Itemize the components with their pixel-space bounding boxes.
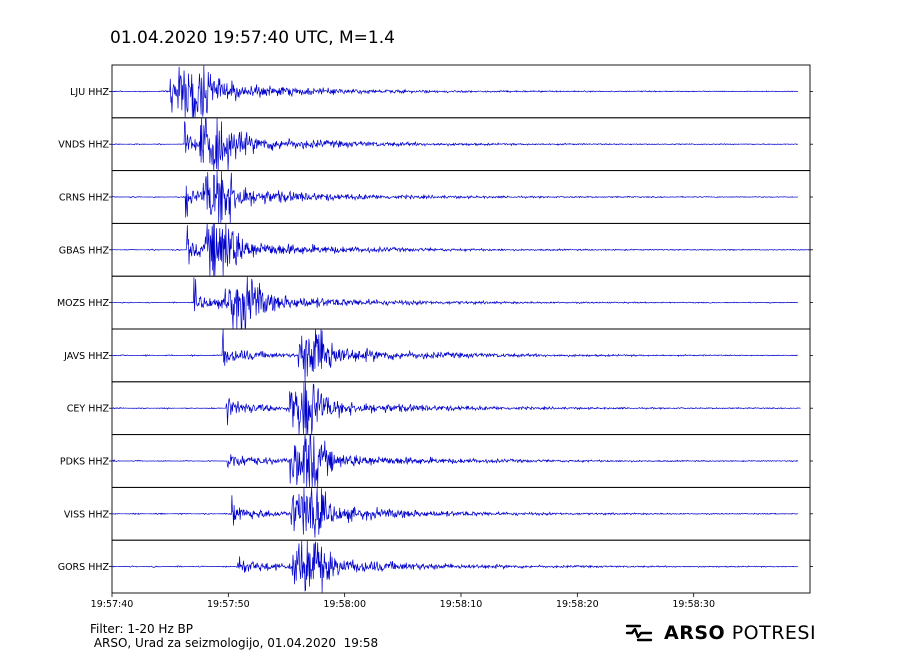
waveform-trace — [111, 540, 798, 593]
waveform-trace — [111, 329, 798, 382]
x-tick-label: 19:57:50 — [207, 599, 250, 610]
x-tick-label: 19:58:30 — [672, 599, 715, 610]
station-label: MOZS HHZ — [57, 298, 110, 309]
station-label: GBAS HHZ — [59, 245, 110, 256]
station-label: VISS HHZ — [64, 509, 110, 520]
waveform-trace — [111, 223, 810, 276]
waveform-trace — [111, 382, 801, 435]
waveform-trace — [111, 171, 798, 223]
seismic-wave-icon — [625, 624, 653, 642]
source-note: ARSO, Urad za seizmologijo, 01.04.2020 1… — [90, 636, 379, 650]
x-tick-label: 19:58:00 — [323, 599, 366, 610]
station-label: CEY HHZ — [67, 404, 110, 415]
x-tick-label: 19:57:40 — [91, 599, 134, 610]
chart-title: 01.04.2020 19:57:40 UTC, M=1.4 — [110, 28, 395, 48]
x-tick-label: 19:58:20 — [556, 599, 599, 610]
waveform-trace — [111, 65, 798, 118]
station-label: CRNS HHZ — [59, 193, 110, 204]
station-label: GORS HHZ — [58, 562, 110, 573]
waveform-trace — [111, 487, 798, 538]
station-label: VNDS HHZ — [58, 140, 109, 151]
footer: Filter: 1-20 Hz BP ARSO, Urad za seizmol… — [90, 622, 378, 650]
arso-logo: ARSO POTRESI — [624, 620, 816, 646]
waveform-trace — [111, 117, 798, 171]
waveform-trace — [111, 276, 798, 330]
brand-light: POTRESI — [725, 622, 817, 644]
station-label: LJU HHZ — [70, 87, 109, 98]
filter-note: Filter: 1-20 Hz BP — [90, 622, 194, 636]
x-tick-label: 19:58:10 — [440, 599, 483, 610]
brand-strong: ARSO — [664, 622, 726, 644]
station-label: PDKS HHZ — [60, 457, 110, 468]
station-label: JAVS HHZ — [63, 351, 109, 362]
waveform-trace — [111, 434, 799, 487]
